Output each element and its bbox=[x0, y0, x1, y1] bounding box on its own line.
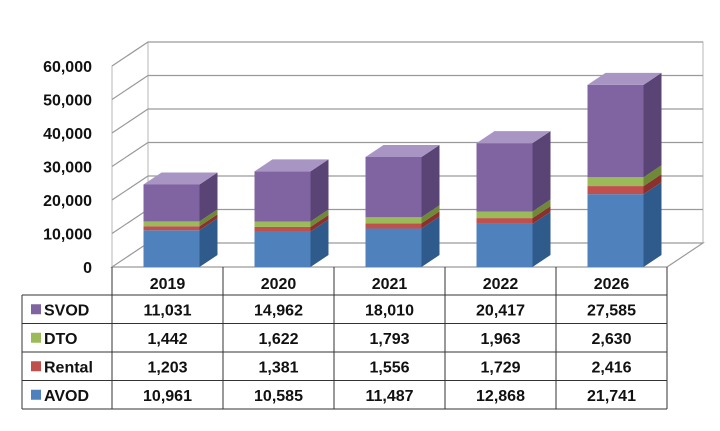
data-label: 1,963 bbox=[480, 331, 520, 348]
bar-segment-side bbox=[532, 206, 551, 224]
bar-segment-top bbox=[587, 72, 662, 85]
data-label: 1,556 bbox=[369, 359, 409, 376]
y-tick-label: 10,000 bbox=[43, 227, 92, 244]
bar-segment-side bbox=[421, 216, 440, 267]
bar-segment bbox=[476, 143, 533, 212]
bar-segment bbox=[254, 221, 311, 227]
bar-segment-side bbox=[310, 159, 329, 222]
data-label: 20,417 bbox=[476, 302, 525, 319]
bar-segment-side bbox=[643, 165, 662, 187]
bar-segment-side bbox=[643, 72, 662, 178]
bar-segment-side bbox=[421, 205, 440, 224]
y-tick-label: 20,000 bbox=[43, 193, 92, 210]
bar-segment-side bbox=[643, 182, 662, 267]
data-label: 2,630 bbox=[591, 331, 631, 348]
gridline bbox=[111, 41, 703, 67]
data-label: 1,793 bbox=[369, 331, 409, 348]
data-label: 10,961 bbox=[143, 388, 192, 405]
bar-segment bbox=[365, 156, 422, 218]
legend-label: Rental bbox=[44, 359, 93, 376]
bar-segment-top bbox=[143, 172, 218, 185]
legend-label: DTO bbox=[44, 331, 77, 348]
data-label: 1,442 bbox=[147, 331, 187, 348]
bar-segment-side bbox=[643, 174, 662, 195]
x-tick-label: 2019 bbox=[150, 276, 186, 293]
data-label: 14,962 bbox=[254, 302, 303, 319]
bar-segment bbox=[587, 177, 644, 187]
bar-segment bbox=[254, 226, 311, 232]
bar-group-2022 bbox=[476, 131, 551, 267]
y-tick-label: 40,000 bbox=[43, 126, 92, 143]
bar-segment bbox=[254, 171, 311, 222]
bar-segment bbox=[587, 84, 644, 178]
bar-segment-top bbox=[476, 131, 551, 144]
data-label: 1,381 bbox=[258, 359, 298, 376]
bar-segment bbox=[365, 217, 422, 224]
bar-segment-side bbox=[199, 172, 218, 222]
y-tick-label: 50,000 bbox=[43, 93, 92, 110]
bar-segment bbox=[365, 228, 422, 267]
x-tick-label: 2021 bbox=[372, 276, 408, 293]
bar-segment-side bbox=[310, 219, 329, 267]
data-label: 18,010 bbox=[365, 302, 414, 319]
bar-group-2021 bbox=[365, 145, 440, 267]
bar-segment bbox=[143, 221, 200, 227]
legend-label: SVOD bbox=[44, 302, 89, 319]
data-label: 11,487 bbox=[365, 388, 413, 405]
bar-segment-side bbox=[532, 211, 551, 267]
data-label: 11,031 bbox=[143, 302, 191, 319]
bar-segment bbox=[143, 230, 200, 267]
legend-key-rental bbox=[31, 361, 41, 372]
bar-segment-side bbox=[421, 211, 440, 229]
bar-segment-side bbox=[199, 209, 218, 227]
data-label: 1,729 bbox=[480, 359, 520, 376]
x-tick-label: 2022 bbox=[483, 276, 519, 293]
bar-segment bbox=[365, 223, 422, 229]
data-label: 1,203 bbox=[147, 359, 187, 376]
bar-group-2020 bbox=[254, 159, 329, 267]
legend-key-avod bbox=[31, 389, 41, 400]
bar-segment bbox=[587, 186, 644, 195]
data-label: 12,868 bbox=[476, 388, 525, 405]
bar-segment-side bbox=[421, 145, 440, 218]
y-tick-label: 0 bbox=[83, 260, 92, 277]
gridline bbox=[111, 108, 703, 134]
bar-segment-side bbox=[199, 218, 218, 267]
bar-segment-side bbox=[199, 214, 218, 231]
bar-segment bbox=[476, 211, 533, 219]
bar-segment-side bbox=[532, 131, 551, 212]
legend-key-dto bbox=[31, 332, 41, 343]
data-label: 2,416 bbox=[591, 359, 631, 376]
y-tick-label: 30,000 bbox=[43, 160, 92, 177]
bar-group-2026 bbox=[587, 72, 662, 267]
y-tick-label: 60,000 bbox=[43, 59, 92, 76]
bar-segment-top bbox=[365, 145, 440, 157]
bar-segment-side bbox=[532, 199, 551, 219]
x-tick-label: 2026 bbox=[594, 276, 630, 293]
bar-group-2019 bbox=[143, 172, 218, 267]
data-label: 10,585 bbox=[254, 388, 303, 405]
bar-segment bbox=[254, 231, 311, 267]
bar-segment bbox=[476, 223, 533, 267]
bar-segment bbox=[476, 218, 533, 224]
bar-segment-top bbox=[254, 159, 329, 172]
bar-segment bbox=[143, 184, 200, 222]
gridline bbox=[111, 74, 703, 100]
bar-segment-side bbox=[310, 209, 329, 227]
x-tick-label: 2020 bbox=[261, 276, 297, 293]
bar-segment bbox=[143, 226, 200, 231]
data-label: 21,741 bbox=[587, 388, 636, 405]
bar-segment bbox=[587, 194, 644, 267]
legend-key-svod bbox=[31, 304, 41, 315]
bar-segment-side bbox=[310, 214, 329, 232]
data-label: 27,585 bbox=[587, 302, 636, 319]
legend-label: AVOD bbox=[44, 388, 89, 405]
data-label: 1,622 bbox=[258, 331, 298, 348]
